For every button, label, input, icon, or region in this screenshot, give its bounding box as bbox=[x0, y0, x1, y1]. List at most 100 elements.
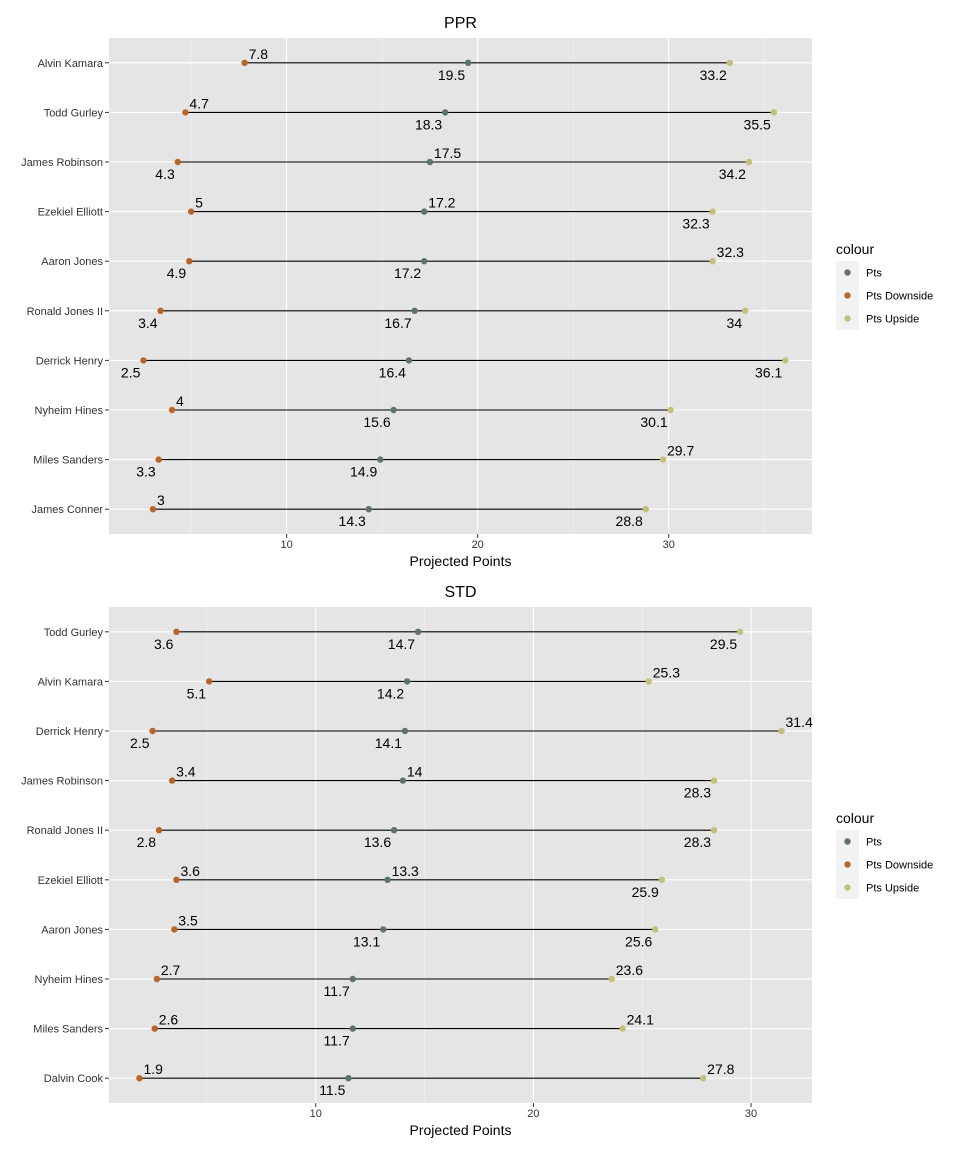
upside-point bbox=[770, 109, 777, 116]
downside-point bbox=[155, 456, 162, 463]
pts-label: 14.9 bbox=[350, 464, 377, 480]
downside-label: 3 bbox=[157, 492, 165, 508]
y-tick-label: James Robinson bbox=[21, 776, 103, 788]
pts-label: 14 bbox=[407, 764, 423, 780]
downside-label: 3.3 bbox=[136, 464, 156, 480]
chart-title: STD bbox=[445, 584, 477, 601]
y-tick-label: Miles Sanders bbox=[33, 455, 103, 467]
upside-label: 25.9 bbox=[632, 884, 659, 900]
pts-label: 16.4 bbox=[379, 364, 406, 380]
upside-point bbox=[726, 59, 734, 66]
downside-point bbox=[186, 258, 193, 265]
pts-point bbox=[442, 109, 449, 116]
downside-point bbox=[205, 678, 213, 685]
player-row: Nyheim Hines 4 15.6 30.1 bbox=[35, 393, 674, 430]
player-row: Miles Sanders 2.6 11.7 24.1 bbox=[33, 1012, 654, 1049]
upside-point bbox=[667, 406, 674, 414]
pts-label: 11.5 bbox=[319, 1082, 345, 1098]
pts-label: 11.7 bbox=[324, 983, 350, 999]
downside-label: 1.9 bbox=[143, 1061, 163, 1077]
y-tick-label: Todd Gurley bbox=[44, 107, 104, 119]
upside-label: 23.6 bbox=[616, 962, 643, 978]
legend-title: colour bbox=[836, 810, 874, 826]
pts-point bbox=[390, 406, 397, 414]
pts-label: 18.3 bbox=[415, 116, 442, 132]
pts-point bbox=[349, 975, 356, 983]
upside-point bbox=[659, 456, 667, 463]
player-row: James Robinson 4.3 17.5 34.2 bbox=[21, 145, 753, 182]
downside-label: 3.6 bbox=[180, 863, 200, 879]
downside-point bbox=[241, 59, 248, 66]
downside-label: 4 bbox=[176, 393, 184, 409]
upside-point bbox=[778, 727, 785, 735]
downside-label: 2.5 bbox=[130, 735, 150, 751]
player-row: Aaron Jones 4.9 17.2 32.3 bbox=[41, 244, 744, 281]
legend-label: Pts bbox=[866, 837, 882, 849]
pts-point bbox=[399, 777, 407, 784]
pts-label: 13.1 bbox=[353, 933, 380, 949]
upside-point bbox=[782, 357, 789, 364]
legend-swatch bbox=[844, 269, 851, 276]
pts-point bbox=[405, 357, 413, 364]
legend-swatch bbox=[844, 884, 851, 891]
pts-label: 11.7 bbox=[324, 1033, 350, 1049]
downside-point bbox=[168, 406, 176, 414]
pts-point bbox=[380, 926, 387, 933]
upside-label: 35.5 bbox=[744, 116, 771, 132]
chart-title: PPR bbox=[444, 15, 477, 32]
downside-label: 4.9 bbox=[167, 265, 187, 281]
player-row: Ronald Jones II 3.4 16.7 34 bbox=[27, 306, 749, 331]
y-tick-label: Todd Gurley bbox=[44, 627, 104, 639]
downside-point bbox=[157, 307, 164, 314]
upside-point bbox=[710, 827, 718, 834]
legend-label: Pts Downside bbox=[866, 291, 933, 303]
player-row: Miles Sanders 3.3 14.9 29.7 bbox=[33, 443, 694, 480]
downside-point bbox=[136, 1075, 143, 1082]
chart-std: STD 10 20 30 Projected Points Todd Gurley 3.6 1… bbox=[21, 584, 933, 1138]
y-tick-label: Alvin Kamara bbox=[38, 58, 104, 70]
y-tick-label: Aaron Jones bbox=[41, 256, 103, 268]
pts-label: 14.1 bbox=[375, 735, 402, 751]
downside-point bbox=[140, 357, 147, 364]
player-row: Aaron Jones 3.5 13.1 25.6 bbox=[41, 912, 659, 949]
upside-point bbox=[619, 1025, 626, 1032]
downside-label: 3.6 bbox=[154, 636, 174, 652]
pts-label: 13.6 bbox=[364, 834, 391, 850]
upside-point bbox=[652, 926, 659, 933]
downside-label: 2.6 bbox=[159, 1012, 179, 1028]
downside-point bbox=[182, 109, 189, 116]
legend-label: Pts Downside bbox=[866, 860, 933, 872]
upside-label: 27.8 bbox=[707, 1061, 734, 1077]
upside-label: 33.2 bbox=[700, 67, 727, 83]
y-tick-label: Derrick Henry bbox=[36, 726, 104, 738]
upside-point bbox=[741, 307, 749, 314]
upside-point bbox=[645, 678, 652, 685]
player-row: Alvin Kamara 7.8 19.5 33.2 bbox=[38, 46, 734, 83]
upside-label: 32.3 bbox=[717, 244, 744, 260]
pts-point bbox=[349, 1025, 356, 1032]
plot-panel bbox=[109, 607, 812, 1103]
pts-point bbox=[401, 727, 409, 735]
legend-swatch bbox=[844, 315, 851, 322]
pts-label: 19.5 bbox=[438, 67, 465, 83]
y-tick-label: James Conner bbox=[31, 504, 103, 516]
y-tick-label: Ronald Jones II bbox=[27, 825, 103, 837]
player-row: James Conner 3 14.3 28.8 bbox=[31, 492, 650, 529]
y-tick-label: Dalvin Cook bbox=[44, 1073, 104, 1085]
y-tick-label: Miles Sanders bbox=[33, 1024, 103, 1036]
chart-ppr: PPR 10 20 30 Projected Points Alvin Kamara 7.8… bbox=[21, 15, 933, 569]
upside-label: 32.3 bbox=[682, 216, 709, 232]
player-row: Todd Gurley 3.6 14.7 29.5 bbox=[44, 627, 744, 652]
pts-point bbox=[421, 208, 428, 215]
y-tick-label: Ezekiel Elliott bbox=[38, 207, 103, 219]
upside-label: 29.7 bbox=[667, 443, 694, 459]
downside-point bbox=[149, 727, 156, 735]
upside-label: 28.8 bbox=[616, 513, 643, 529]
pts-label: 13.3 bbox=[392, 863, 419, 879]
downside-point bbox=[187, 208, 195, 215]
downside-point bbox=[155, 827, 163, 834]
legend-swatch bbox=[844, 838, 851, 845]
legend: colour Pts Pts Downside Pts Upside bbox=[836, 241, 933, 330]
upside-point bbox=[642, 506, 650, 513]
downside-point bbox=[168, 777, 176, 784]
